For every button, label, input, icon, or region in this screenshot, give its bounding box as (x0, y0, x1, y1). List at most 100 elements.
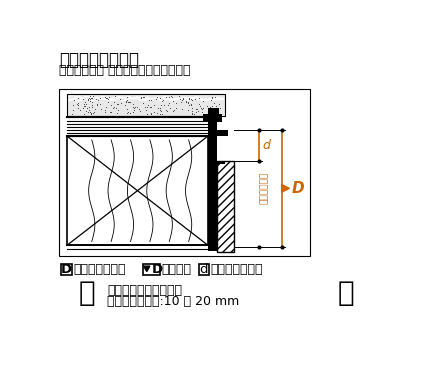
Text: サッシ柱掛かり: サッシ柱掛かり (210, 263, 263, 277)
Point (105, 94, 112, 100)
Point (130, 107, 137, 113)
Point (180, 95, 187, 101)
Text: 〕: 〕 (338, 279, 354, 307)
Point (103, 95, 109, 101)
Point (125, 99, 132, 105)
Point (189, 96, 195, 103)
Point (153, 96, 159, 102)
Bar (59, 89, 310, 256)
Text: 壁面よりの窓枠出寸法: 壁面よりの窓枠出寸法 (107, 284, 182, 297)
Point (114, 101, 120, 107)
Point (112, 93, 119, 99)
Point (185, 107, 192, 113)
Point (87, 93, 94, 99)
Bar (67, 95, 225, 116)
Point (125, 109, 132, 115)
Point (148, 111, 154, 117)
Point (94, 101, 100, 107)
Point (170, 98, 177, 104)
Point (209, 103, 216, 109)
Text: （デュオ他用 ノンケーシングタイプ）: （デュオ他用 ノンケーシングタイプ） (59, 64, 191, 77)
Bar (208, 121, 217, 251)
Point (115, 101, 122, 107)
Point (130, 109, 137, 115)
Point (209, 108, 216, 114)
Point (90, 93, 97, 99)
Point (192, 109, 199, 115)
Point (169, 94, 176, 100)
Point (94, 97, 101, 103)
Point (136, 106, 142, 112)
Polygon shape (144, 266, 150, 272)
Point (210, 100, 217, 106)
Point (170, 108, 176, 114)
Point (84, 96, 91, 102)
Point (127, 110, 134, 116)
Text: D: D (292, 181, 304, 196)
Point (179, 97, 186, 103)
Point (97, 101, 103, 107)
Point (103, 104, 109, 110)
Point (143, 107, 150, 114)
Point (123, 106, 130, 112)
Point (70, 107, 76, 113)
Point (122, 102, 129, 108)
Point (106, 109, 113, 115)
Point (102, 94, 109, 100)
Bar (199, 264, 209, 275)
Point (117, 100, 124, 106)
Point (189, 109, 195, 116)
Point (86, 95, 93, 102)
Point (195, 107, 201, 114)
Text: 壁厚残り寸法: 壁厚残り寸法 (259, 172, 269, 205)
Point (114, 107, 121, 113)
Point (148, 110, 155, 116)
Point (124, 99, 131, 105)
Point (130, 101, 137, 107)
Point (85, 104, 92, 110)
Point (164, 102, 171, 109)
Point (83, 101, 89, 107)
Point (176, 93, 182, 100)
Point (185, 100, 192, 106)
Point (157, 111, 164, 117)
Point (73, 100, 80, 107)
Point (84, 109, 91, 115)
Point (215, 101, 222, 107)
Point (93, 96, 100, 102)
Point (188, 102, 195, 108)
Point (184, 107, 191, 113)
Point (187, 101, 194, 107)
Point (183, 98, 190, 105)
Point (156, 107, 163, 113)
Point (206, 109, 212, 115)
Point (110, 98, 117, 105)
Point (79, 96, 86, 102)
Point (163, 107, 170, 113)
Point (200, 105, 206, 111)
Point (89, 103, 96, 110)
Point (114, 110, 120, 117)
Point (82, 99, 89, 105)
Point (211, 108, 218, 114)
Point (192, 96, 199, 102)
Point (217, 105, 223, 111)
Point (137, 108, 144, 114)
Point (75, 105, 81, 111)
Point (104, 96, 111, 102)
Point (91, 109, 98, 115)
Point (200, 98, 206, 105)
Text: 壁厚残り寸法＝: 壁厚残り寸法＝ (73, 263, 126, 277)
Point (151, 102, 157, 108)
Point (83, 105, 90, 111)
Point (189, 110, 195, 117)
Point (93, 102, 100, 108)
Point (70, 97, 77, 103)
Point (112, 105, 119, 111)
Point (212, 94, 219, 100)
Point (207, 108, 214, 114)
Point (101, 109, 108, 115)
Point (110, 105, 117, 111)
Point (146, 103, 153, 110)
Point (214, 110, 221, 116)
